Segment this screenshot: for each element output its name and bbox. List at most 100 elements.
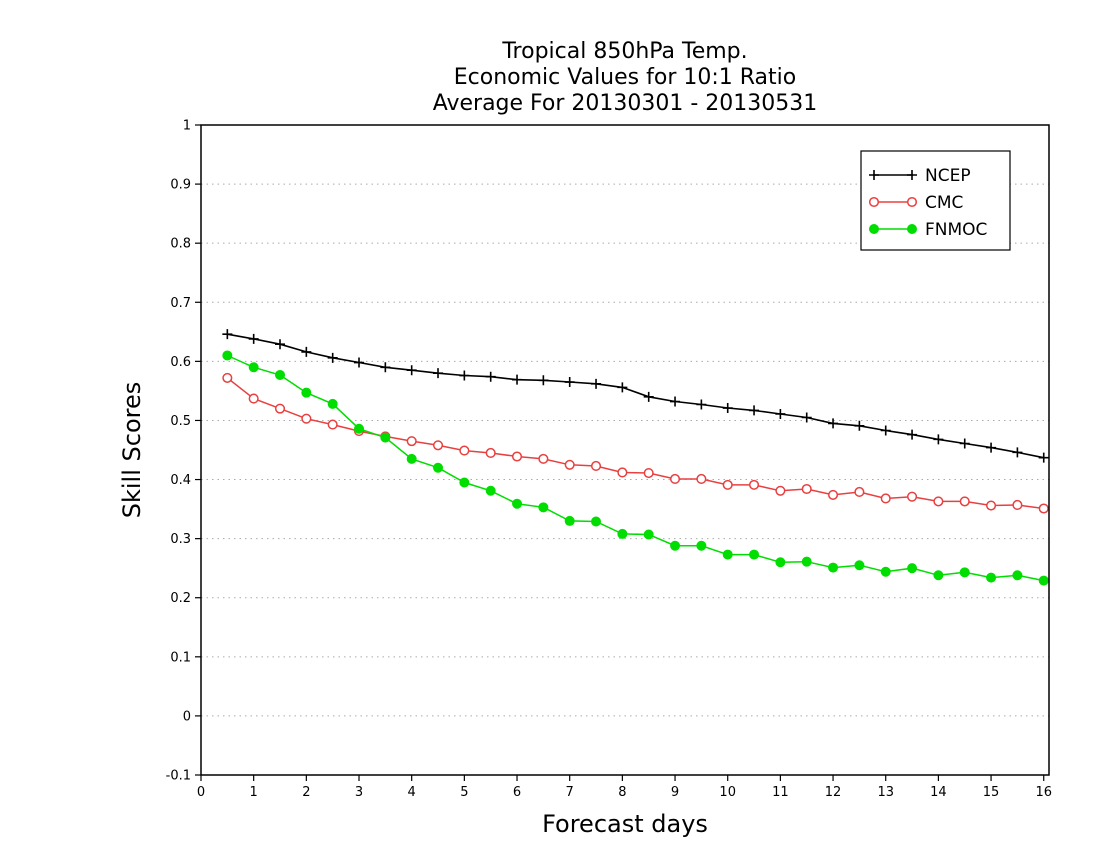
- data-point-ncep: [828, 418, 839, 429]
- x-tick-label: 5: [460, 785, 468, 800]
- data-point-cmc: [222, 372, 233, 383]
- y-tick-label: 0.2: [170, 591, 191, 606]
- x-tick-label: 14: [930, 785, 947, 800]
- data-point-ncep: [564, 377, 575, 388]
- data-point-ncep: [248, 333, 259, 344]
- y-tick-label: 0.7: [170, 296, 191, 311]
- data-point-cmc: [748, 479, 760, 490]
- data-point-ncep: [222, 329, 233, 340]
- data-point-ncep: [406, 365, 417, 376]
- x-tick-label: 16: [1035, 785, 1052, 800]
- data-point-cmc: [406, 436, 417, 447]
- data-point-fnmoc: [406, 453, 417, 464]
- data-point-cmc: [827, 489, 839, 500]
- data-point-ncep: [775, 408, 786, 419]
- data-point-fnmoc: [801, 556, 812, 567]
- legend-box: [860, 150, 1011, 251]
- data-point-cmc: [1038, 503, 1049, 514]
- x-tick-label: 8: [618, 785, 626, 800]
- data-point-cmc: [986, 500, 997, 511]
- data-point-ncep: [617, 382, 628, 393]
- x-tick-label: 7: [566, 785, 574, 800]
- data-point-cmc: [432, 440, 444, 451]
- data-point-cmc: [959, 496, 970, 507]
- data-point-fnmoc: [1012, 570, 1023, 581]
- legend-marker: [869, 224, 879, 234]
- data-point-fnmoc: [959, 567, 970, 578]
- data-point-fnmoc: [986, 572, 997, 583]
- x-tick-label: 2: [302, 785, 310, 800]
- data-point-cmc: [248, 393, 259, 404]
- data-point-ncep: [670, 396, 681, 407]
- x-axis-label: Forecast days: [542, 810, 708, 838]
- y-tick-label: 0.9: [170, 178, 191, 193]
- y-tick-label: 0.8: [170, 237, 191, 252]
- data-point-cmc: [511, 451, 523, 462]
- data-point-cmc: [933, 496, 944, 507]
- series-layer: [222, 329, 1049, 586]
- series-ncep: [222, 329, 1049, 463]
- data-point-ncep: [722, 403, 733, 414]
- data-point-ncep: [433, 368, 444, 379]
- data-point-ncep: [459, 370, 470, 381]
- data-point-fnmoc: [327, 398, 338, 409]
- data-point-ncep: [880, 425, 891, 436]
- data-point-cmc: [617, 467, 628, 478]
- data-point-ncep: [1012, 447, 1023, 458]
- chart-title: Tropical 850hPa Temp. Economic Values fo…: [433, 39, 818, 116]
- axis-ticks: -0.100.10.20.30.40.50.60.70.80.910 1 2 3 4 5 6…: [166, 119, 1052, 801]
- data-point-fnmoc: [749, 549, 760, 560]
- series-cmc: [222, 372, 1049, 514]
- x-tick-label: 15: [983, 785, 1000, 800]
- data-point-cmc: [1012, 499, 1023, 511]
- x-tick-label: 3: [355, 785, 363, 800]
- x-tick-label: 1: [250, 785, 258, 800]
- data-point-ncep: [354, 357, 365, 368]
- x-tick-label: 11: [772, 785, 789, 800]
- data-point-fnmoc: [354, 423, 365, 434]
- data-point-cmc: [327, 419, 338, 430]
- y-tick-label: 0.1: [170, 650, 191, 665]
- legend-label-ncep: NCEP: [925, 166, 971, 186]
- data-point-fnmoc: [670, 540, 681, 551]
- data-point-fnmoc: [380, 432, 391, 443]
- y-axis-label: Skill Scores: [118, 382, 146, 519]
- data-point-ncep: [959, 438, 970, 449]
- data-point-fnmoc: [222, 350, 233, 361]
- series-line-cmc: [226, 377, 1044, 510]
- data-point-ncep: [801, 412, 812, 423]
- x-tick-label: 0: [197, 785, 205, 800]
- legend-marker: [868, 196, 880, 208]
- data-point-fnmoc: [1038, 575, 1049, 586]
- data-point-fnmoc: [301, 387, 312, 398]
- data-point-ncep: [986, 442, 997, 453]
- data-point-ncep: [380, 362, 391, 373]
- data-point-fnmoc: [248, 362, 259, 373]
- data-point-cmc: [775, 485, 786, 496]
- series-line-ncep: [227, 333, 1044, 459]
- data-point-fnmoc: [459, 477, 470, 488]
- data-point-fnmoc: [591, 516, 602, 527]
- data-point-cmc: [854, 486, 865, 498]
- data-point-ncep: [933, 434, 944, 445]
- x-tick-label: 10: [719, 785, 736, 800]
- data-point-cmc: [643, 467, 654, 479]
- data-point-ncep: [327, 352, 338, 363]
- data-point-ncep: [1038, 452, 1049, 463]
- data-point-cmc: [274, 403, 286, 414]
- x-tick-label: 6: [513, 785, 521, 800]
- data-point-cmc: [538, 453, 549, 464]
- legend: NCEP CMC FNMOC: [860, 150, 1011, 251]
- legend-item-cmc: CMC: [868, 193, 963, 213]
- chart-title-line-1: Tropical 850hPa Temp.: [501, 39, 747, 64]
- data-point-ncep: [591, 378, 602, 389]
- data-point-ncep: [854, 420, 865, 431]
- legend-marker: [869, 170, 879, 180]
- data-point-cmc: [801, 483, 812, 495]
- data-point-fnmoc: [538, 502, 549, 513]
- grid-lines: [201, 183, 1049, 717]
- data-point-cmc: [722, 479, 733, 490]
- data-point-ncep: [275, 339, 286, 350]
